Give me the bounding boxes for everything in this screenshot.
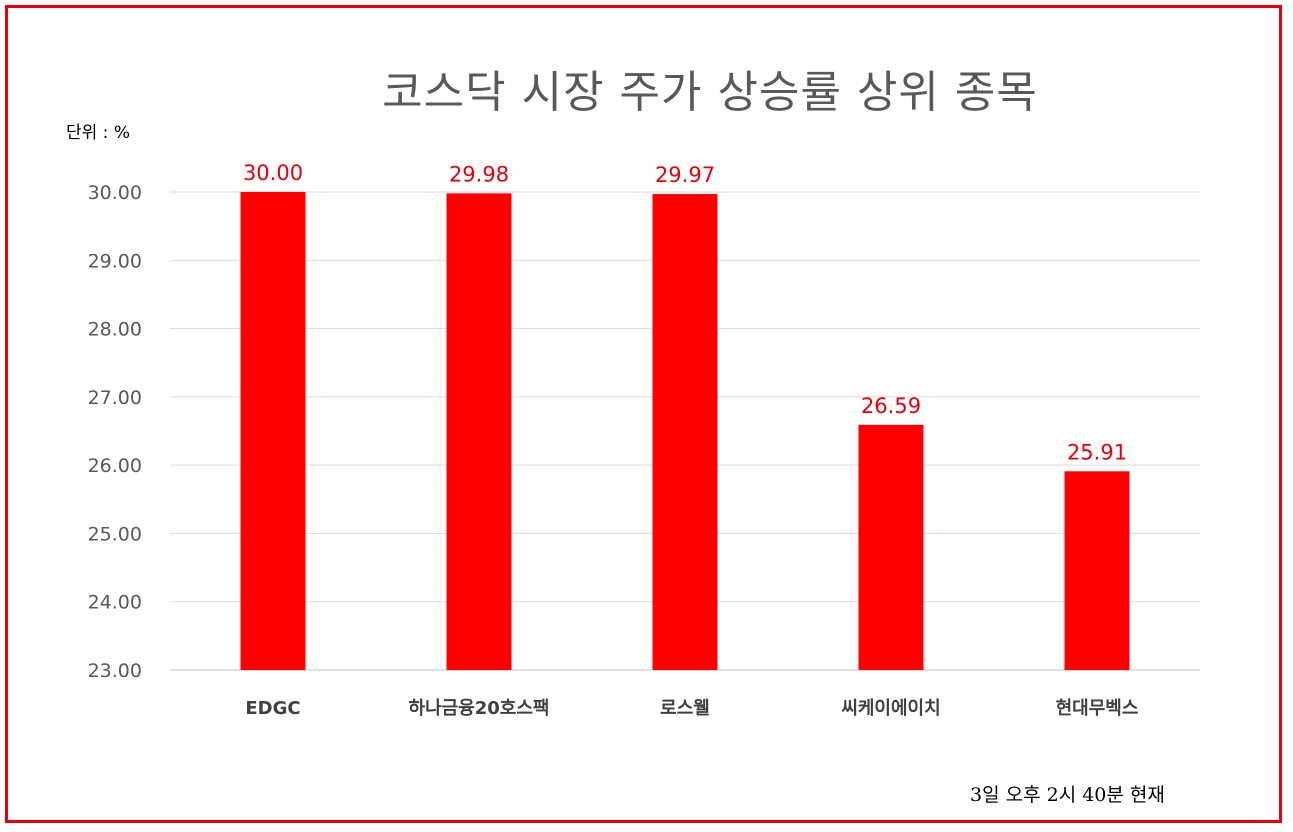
x-tick-label: 하나금융20호스팩	[409, 698, 550, 719]
y-tick-label: 25.00	[88, 523, 142, 545]
chart-frame	[5, 5, 1282, 823]
y-tick-label: 26.00	[88, 455, 142, 477]
data-label: 26.59	[861, 394, 921, 418]
y-tick-label: 28.00	[88, 319, 142, 341]
y-tick-label: 27.00	[88, 387, 142, 409]
timestamp-note: 3일 오후 2시 40분 현재	[970, 784, 1165, 806]
bar	[1064, 471, 1130, 670]
x-tick-label: 씨케이에이치	[841, 698, 940, 719]
bar	[652, 194, 718, 670]
chart-title: 코스닥 시장 주가 상승률 상위 종목	[382, 67, 1038, 118]
bar	[240, 192, 306, 670]
y-tick-label: 30.00	[88, 182, 142, 204]
bar	[858, 424, 924, 670]
bar	[446, 193, 512, 670]
x-tick-label: 현대무벡스	[1056, 698, 1139, 719]
data-label: 29.97	[655, 163, 715, 187]
x-tick-label: 로스웰	[660, 698, 710, 719]
data-label: 30.00	[243, 161, 303, 185]
data-label: 25.91	[1067, 440, 1127, 464]
x-tick-label: EDGC	[245, 698, 300, 719]
y-tick-label: 24.00	[88, 592, 142, 614]
y-tick-label: 23.00	[88, 660, 142, 682]
y-tick-label: 29.00	[88, 250, 142, 272]
unit-label: 단위 : %	[66, 123, 130, 143]
data-label: 29.98	[449, 162, 509, 186]
